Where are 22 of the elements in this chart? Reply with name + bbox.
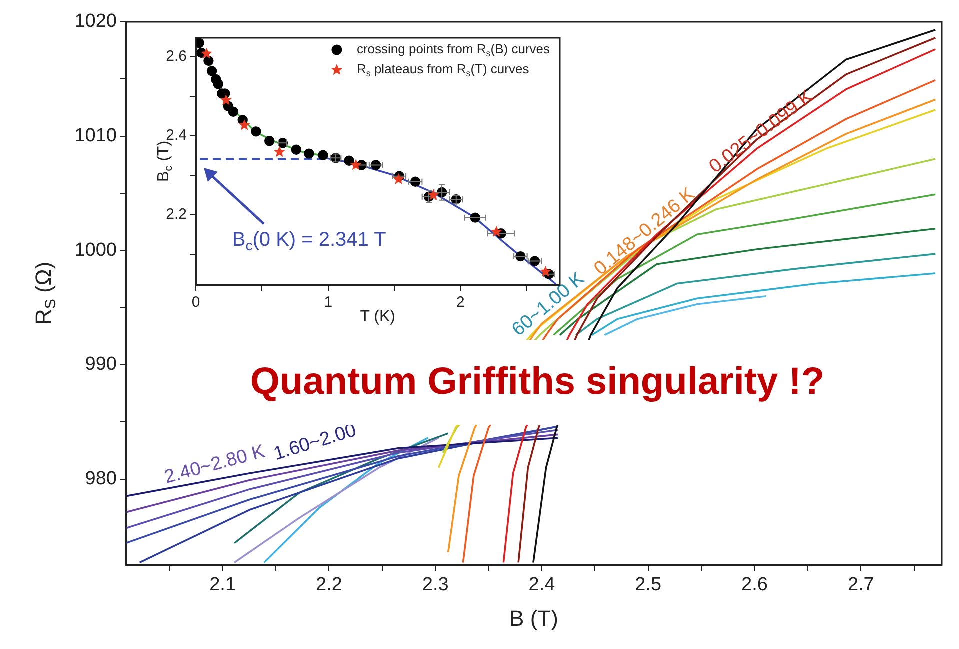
y-tick-label: 1020 bbox=[74, 11, 117, 32]
y-tick-label: 1000 bbox=[74, 240, 117, 261]
x-tick-label: 2.7 bbox=[848, 574, 874, 596]
x-tick-label: 2.2 bbox=[316, 574, 342, 596]
x-axis-title: B (T) bbox=[510, 606, 558, 632]
x-tick-label: 2.6 bbox=[742, 574, 768, 596]
y-tick-label: 2.2 bbox=[166, 206, 187, 224]
y-tick-label: 990 bbox=[85, 354, 117, 376]
x-tick-label: 2.3 bbox=[422, 574, 449, 596]
x-axis-title: T (K) bbox=[360, 308, 396, 326]
y-axis-title: Bc (T) bbox=[155, 140, 175, 182]
x-tick-label: 0 bbox=[192, 294, 200, 312]
x-tick-label: 2.4 bbox=[528, 574, 556, 596]
x-tick-label: 2.1 bbox=[210, 574, 236, 596]
y-tick-label: 980 bbox=[85, 468, 117, 490]
x-tick-label: 2 bbox=[456, 294, 465, 312]
y-tick-label: 1010 bbox=[74, 126, 117, 147]
x-tick-label: 2.5 bbox=[635, 574, 662, 596]
text: Quantum Griffiths singularity !? bbox=[250, 361, 825, 403]
x-tick-label: 1 bbox=[324, 294, 333, 312]
y-tick-label: 2.6 bbox=[166, 48, 187, 66]
y-axis-title: RS (Ω) bbox=[31, 262, 60, 326]
